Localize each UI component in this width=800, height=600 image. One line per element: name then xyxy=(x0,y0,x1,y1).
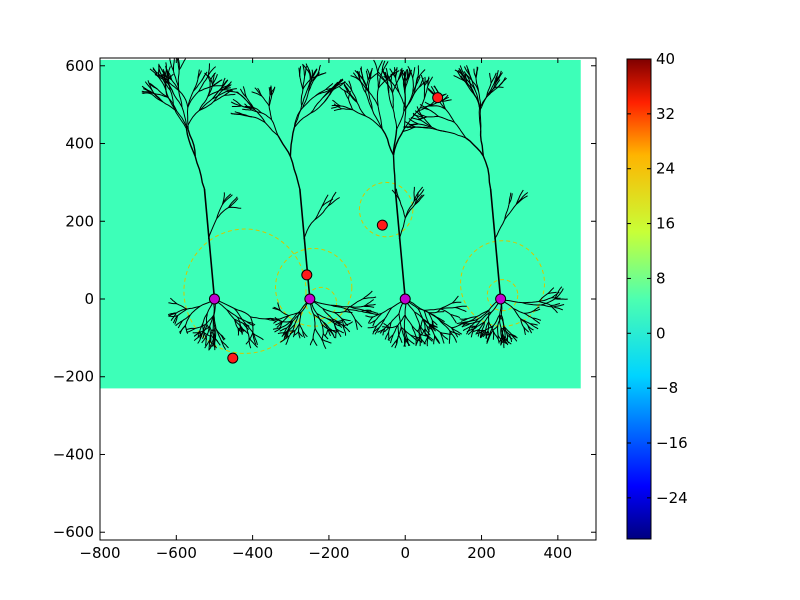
x-tick-label: 200 xyxy=(467,544,496,562)
colorbar-tick-label: 32 xyxy=(656,105,675,123)
synapse-marker xyxy=(227,352,239,364)
y-tick-label: 0 xyxy=(84,290,94,308)
colorbar-tick-label: −8 xyxy=(656,379,678,397)
x-tick-label: 400 xyxy=(544,544,573,562)
x-tick-label: −200 xyxy=(308,544,349,562)
x-tick-label: 0 xyxy=(400,544,410,562)
dashed-circle xyxy=(183,228,307,354)
colorbar-tick-label: −24 xyxy=(656,489,688,507)
x-tick-label: −400 xyxy=(232,544,273,562)
colorbar: 40 32 24 16 8 0 −8 −16 −24 xyxy=(626,50,688,540)
neuron-morphology xyxy=(402,65,568,349)
neuron-morphology xyxy=(141,58,278,351)
y-axis: −600 −400 −200 0 200 400 600 xyxy=(53,57,596,541)
y-tick-label: −400 xyxy=(53,445,94,463)
soma-marker xyxy=(495,293,507,305)
colorbar-tick-label: 40 xyxy=(656,50,675,68)
y-tick-label: 600 xyxy=(65,57,94,75)
colorbar-tick-label: 16 xyxy=(656,215,675,233)
colorbar-tick-label: −16 xyxy=(656,434,688,452)
soma-marker xyxy=(304,293,316,305)
neuron-morphology xyxy=(230,63,380,350)
y-tick-label: −600 xyxy=(53,523,94,541)
dashed-circle xyxy=(305,286,338,319)
synapse-marker xyxy=(432,92,444,104)
synapse-marker xyxy=(376,219,388,231)
dashed-circle xyxy=(275,247,353,327)
y-tick-label: 200 xyxy=(65,212,94,230)
synapse-marker xyxy=(301,269,313,281)
colorbar-tick-label: 24 xyxy=(656,160,675,178)
x-axis: −800 −600 −400 −200 0 200 400 xyxy=(79,58,572,562)
soma-marker xyxy=(399,293,411,305)
colorbar-tick-label: 8 xyxy=(656,269,666,287)
y-tick-label: −200 xyxy=(53,368,94,386)
neuron-morphology xyxy=(331,59,467,349)
soma-marker xyxy=(208,293,220,305)
x-tick-label: −800 xyxy=(79,544,120,562)
y-tick-label: 400 xyxy=(65,135,94,153)
dashed-circle xyxy=(460,240,545,327)
x-tick-label: −600 xyxy=(156,544,197,562)
plot-area: −800 −600 −400 −200 0 200 400 −600 −400 −200 0 200… xyxy=(53,57,597,562)
dashed-circle xyxy=(358,181,414,238)
colorbar-tick-label: 0 xyxy=(656,324,666,342)
dashed-circle xyxy=(486,279,519,312)
colorbar-gradient xyxy=(626,58,652,540)
